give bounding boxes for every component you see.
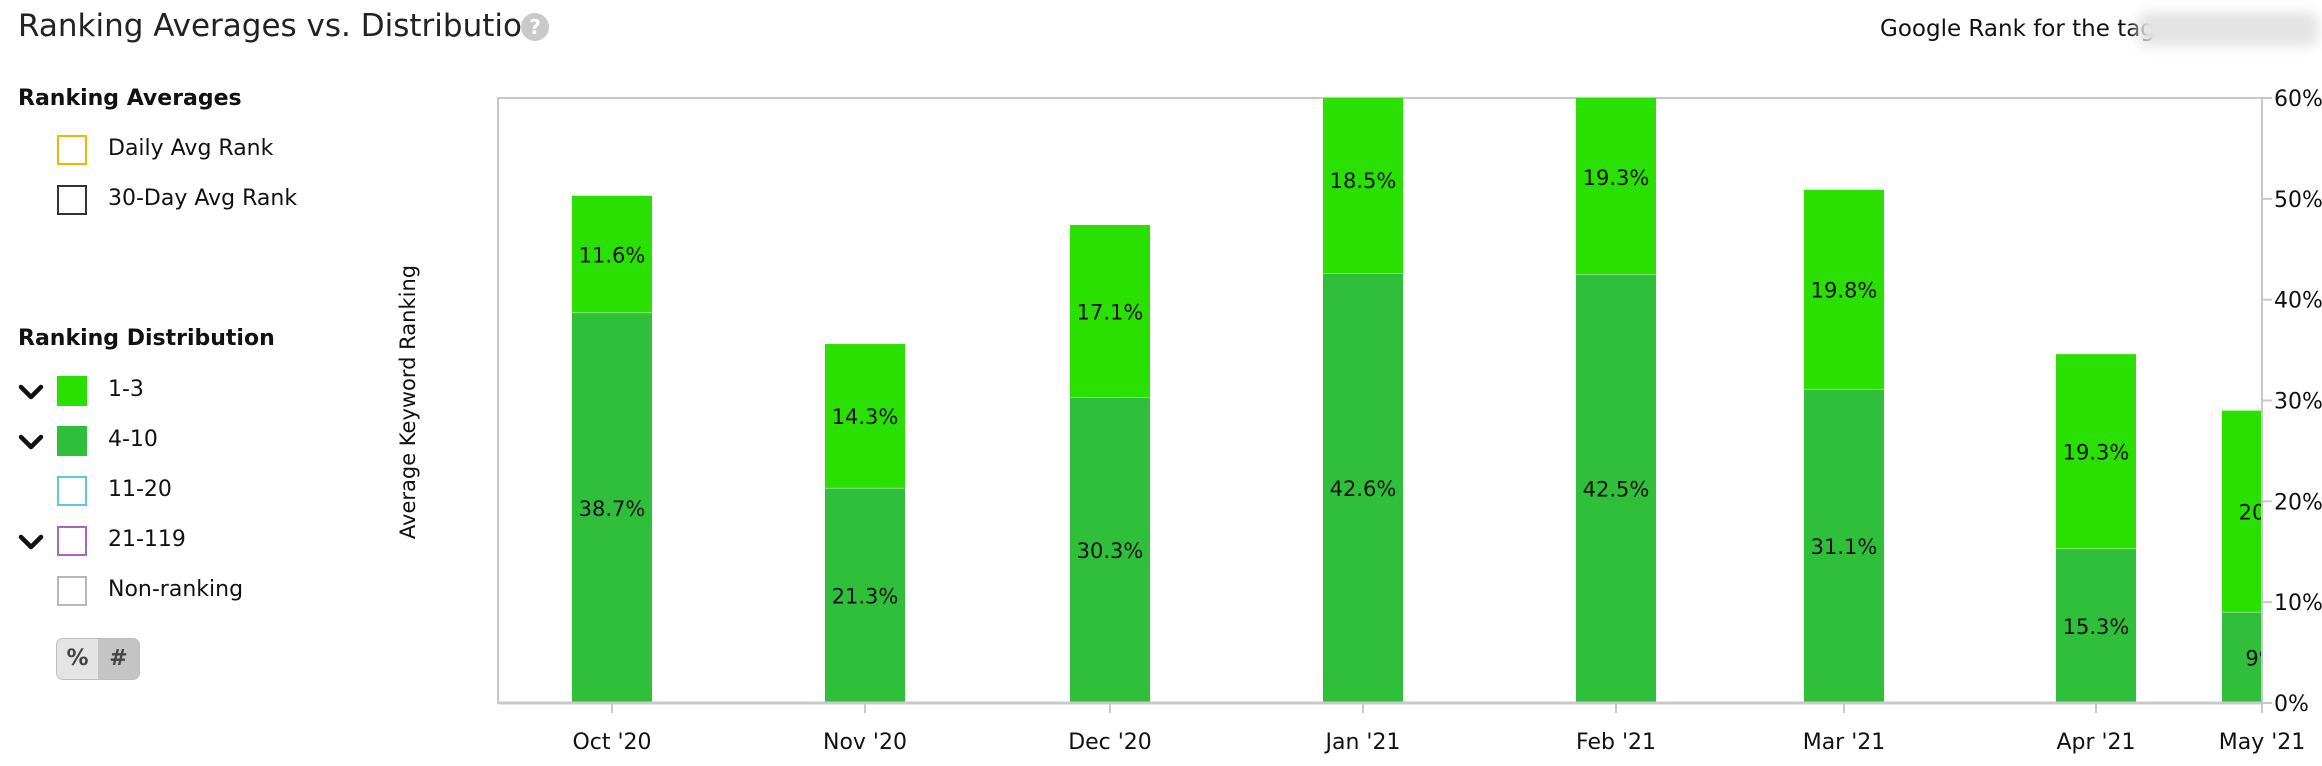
bar-segment-4-10[interactable]: [2222, 612, 2302, 703]
ranking-averages-title: Ranking Averages: [18, 86, 242, 111]
bar-data-label: 15.3%: [2063, 615, 2130, 639]
blurred-tag-value: [2138, 12, 2318, 46]
x-tick-label: Oct '20: [572, 730, 651, 755]
help-icon[interactable]: ?: [521, 13, 549, 41]
legend-swatch: [57, 376, 87, 406]
count-toggle-button[interactable]: #: [98, 639, 139, 679]
y-tick-label: 50%: [2274, 188, 2322, 213]
distribution-legend-item-4-10[interactable]: 4-10: [18, 425, 348, 459]
distribution-legend-item-1-3[interactable]: 1-3: [18, 375, 348, 409]
legend-label: 21-119: [108, 527, 186, 552]
rank-tag-label: Google Rank for the tag: [1880, 16, 2155, 42]
bar-data-label: 31.1%: [1811, 535, 1878, 559]
bar-segment-4-10[interactable]: [1804, 389, 1884, 703]
legend-label: Daily Avg Rank: [108, 136, 274, 161]
percent-count-toggle[interactable]: % #: [56, 638, 140, 680]
bar-segment-4-10[interactable]: [1070, 397, 1150, 703]
distribution-legend-item-non-ranking[interactable]: Non-ranking: [18, 575, 348, 609]
bar-segment-1-3[interactable]: [825, 344, 905, 489]
bar-data-label: 20%: [2239, 500, 2286, 524]
legend-label: 4-10: [108, 427, 158, 452]
bar-data-label: 21.3%: [832, 585, 899, 609]
bar-data-label: 19.8%: [1811, 279, 1878, 303]
legend-swatch: [57, 426, 87, 456]
y-tick-label: 40%: [2274, 289, 2322, 314]
x-tick-label: May '21: [2219, 730, 2306, 755]
percent-toggle-button[interactable]: %: [57, 639, 98, 679]
legend-label: Non-ranking: [108, 577, 244, 602]
bar-segment-1-3[interactable]: [572, 195, 652, 313]
bar-data-label: 19.3%: [1583, 166, 1650, 190]
bar-segment-1-3[interactable]: [2056, 354, 2136, 549]
bar-data-label: 38.7%: [579, 497, 646, 521]
bar-data-label: 9%: [2245, 647, 2278, 671]
legend-swatch: [57, 135, 87, 165]
bar-segment-4-10[interactable]: [1323, 273, 1403, 703]
bar-data-label: 19.3%: [2063, 440, 2130, 464]
distribution-legend-item-11-20[interactable]: 11-20: [18, 475, 348, 509]
x-tick-label: Feb '21: [1576, 730, 1656, 755]
bar-data-label: 11.6%: [579, 243, 646, 267]
averages-legend-item-30-day-avg-rank[interactable]: 30-Day Avg Rank: [18, 184, 348, 218]
bar-segment-4-10[interactable]: [1576, 274, 1656, 703]
ranking-distribution-title: Ranking Distribution: [18, 326, 275, 351]
chevron-down-icon[interactable]: [18, 431, 44, 453]
legend-label: 11-20: [108, 477, 172, 502]
bar-data-label: 42.5%: [1583, 478, 1650, 502]
x-tick-label: Nov '20: [823, 730, 907, 755]
legend-label: 30-Day Avg Rank: [108, 186, 298, 211]
bar-segment-4-10[interactable]: [2056, 548, 2136, 703]
x-tick-label: Apr '21: [2056, 730, 2135, 755]
legend-swatch: [57, 576, 87, 606]
chevron-down-icon[interactable]: [18, 531, 44, 553]
y-tick-label: 60%: [2274, 87, 2322, 112]
bar-segment-1-3[interactable]: [1070, 225, 1150, 398]
y-tick-label: 10%: [2274, 591, 2322, 616]
page-title: Ranking Averages vs. Distribution: [18, 8, 542, 44]
bar-segment-4-10[interactable]: [572, 312, 652, 703]
x-tick-label: Dec '20: [1068, 730, 1152, 755]
bar-segment-4-10[interactable]: [825, 488, 905, 703]
y-tick-label: 20%: [2274, 490, 2322, 515]
averages-legend-item-daily-avg-rank[interactable]: Daily Avg Rank: [18, 134, 348, 168]
chevron-down-icon[interactable]: [18, 381, 44, 403]
y-tick-label: 0%: [2274, 692, 2309, 717]
bar-segment-1-3[interactable]: [2222, 410, 2302, 613]
bar-data-label: 18.5%: [1330, 169, 1397, 193]
bars-group: 38.7% 11.6% 21.3% 14.3% 30.3% 17.1% 42.6% 18.5%…: [572, 80, 2302, 703]
legend-swatch: [57, 476, 87, 506]
bar-data-label: 14.3%: [832, 405, 899, 429]
bar-data-label: 30.3%: [1077, 539, 1144, 563]
legend-swatch: [57, 185, 87, 215]
distribution-legend-item-21-119[interactable]: 21-119: [18, 525, 348, 559]
x-tick-label: Mar '21: [1803, 730, 1886, 755]
bar-segment-1-3[interactable]: [1804, 189, 1884, 390]
legend-label: 1-3: [108, 377, 144, 402]
bar-data-label: 17.1%: [1077, 300, 1144, 324]
bar-data-label: 42.6%: [1330, 477, 1397, 501]
x-tick-label: Jan '21: [1324, 730, 1401, 755]
bar-segment-1-3[interactable]: [1576, 80, 1656, 275]
y-tick-label: 30%: [2274, 390, 2322, 415]
bar-segment-1-3[interactable]: [1323, 87, 1403, 274]
legend-swatch: [57, 526, 87, 556]
